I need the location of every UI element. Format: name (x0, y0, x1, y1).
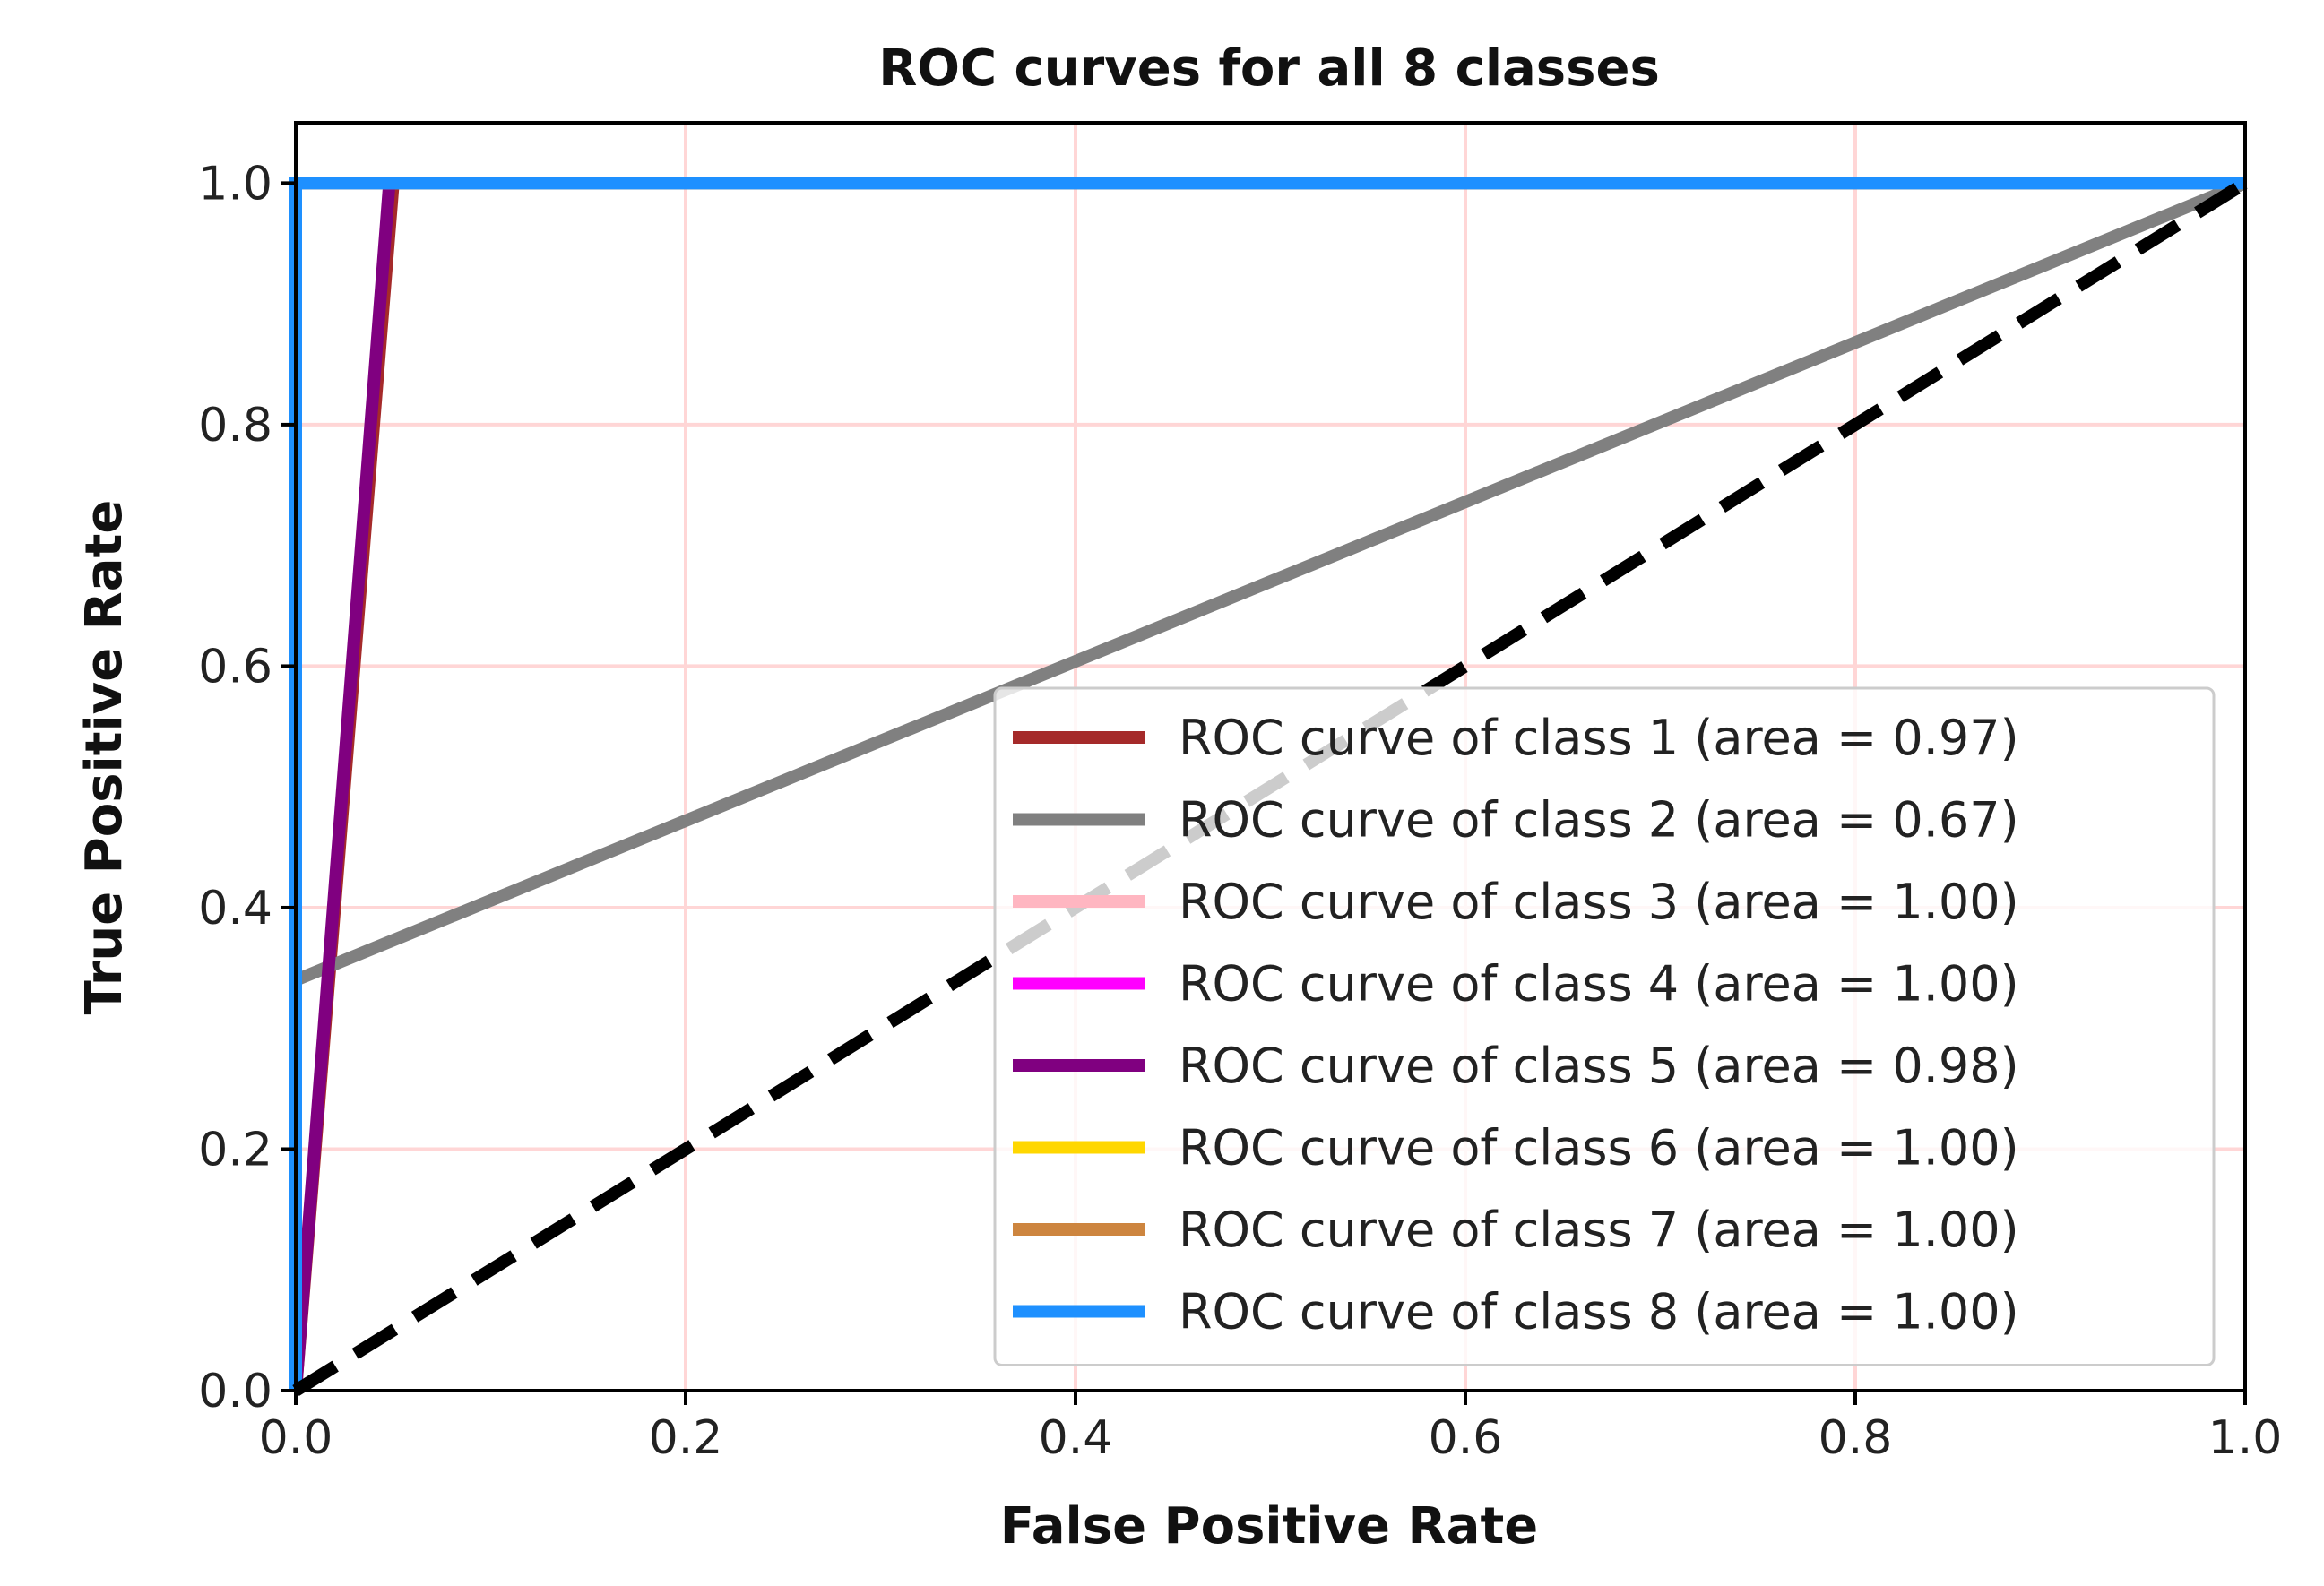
x-tick-label: 0.0 (259, 1411, 333, 1465)
x-tick-label: 0.2 (649, 1411, 723, 1465)
legend-label-class-7: ROC curve of class 7 (area = 1.00) (1179, 1202, 2019, 1258)
x-tick-label: 0.6 (1429, 1411, 1503, 1465)
legend: ROC curve of class 1 (area = 0.97) ROC cu… (993, 686, 2216, 1366)
legend-box (993, 686, 2216, 1366)
y-tick-label: 1.0 (198, 157, 272, 211)
chart-title: ROC curves for all 8 classes (878, 39, 1660, 98)
y-tick-label: 0.2 (198, 1123, 272, 1177)
legend-label-class-8: ROC curve of class 8 (area = 1.00) (1179, 1284, 2019, 1340)
y-tick-label: 0.4 (198, 882, 272, 935)
y-axis-label: True Positive Rate (75, 500, 134, 1015)
y-tick-label: 0.6 (198, 640, 272, 694)
x-tick-label: 0.8 (1819, 1411, 1893, 1465)
legend-label-class-2: ROC curve of class 2 (area = 0.67) (1179, 792, 2019, 849)
y-tick-label: 0.8 (198, 399, 272, 453)
legend-label-class-1: ROC curve of class 1 (area = 0.97) (1179, 710, 2019, 766)
legend-label-class-5: ROC curve of class 5 (area = 0.98) (1179, 1038, 2019, 1094)
legend-label-class-6: ROC curve of class 6 (area = 1.00) (1179, 1120, 2019, 1177)
legend-label-class-3: ROC curve of class 3 (area = 1.00) (1179, 874, 2019, 930)
axis-ticks: 0.0 0.2 0.4 0.6 0.8 1.0 0.0 0.2 0.4 0.6 0.8 1.0 (198, 157, 2282, 1465)
x-tick-label: 0.4 (1039, 1411, 1113, 1465)
y-tick-label: 0.0 (198, 1365, 272, 1418)
axes-frame (294, 121, 2247, 1392)
legend-label-class-4: ROC curve of class 4 (area = 1.00) (1179, 956, 2019, 1013)
x-axis-label: False Positive Rate (1000, 1497, 1538, 1556)
x-tick-label: 1.0 (2208, 1411, 2283, 1465)
